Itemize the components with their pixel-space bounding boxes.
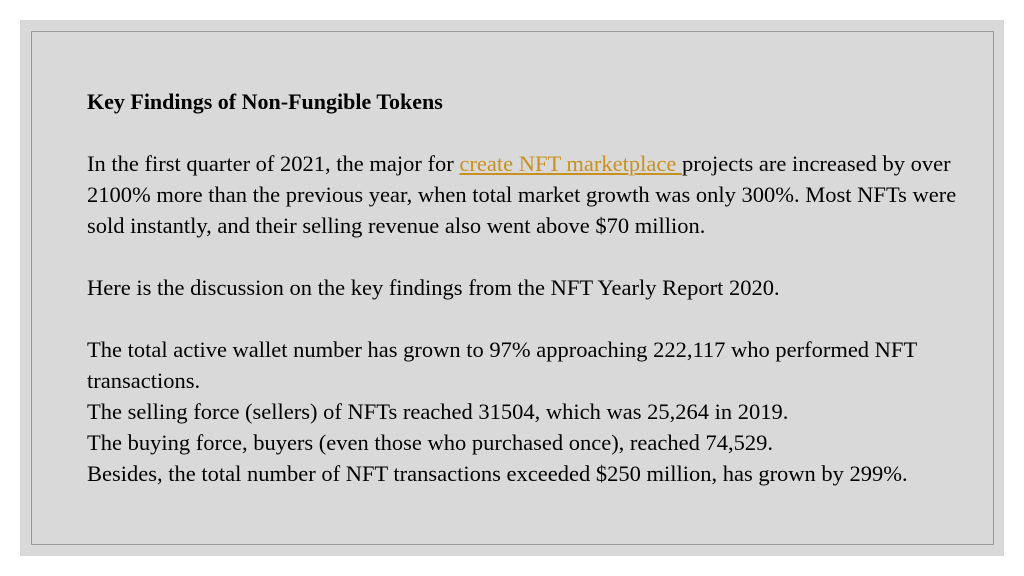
- finding-buyers: The buying force, buyers (even those who…: [87, 430, 773, 455]
- intro-text-before-link: In the first quarter of 2021, the major …: [87, 151, 460, 176]
- intro-text-after-link: projects are increased by over 2100% mor…: [87, 151, 957, 238]
- slide-title: Key Findings of Non-Fungible Tokens: [87, 89, 443, 114]
- slide: Key Findings of Non-Fungible Tokens In t…: [20, 20, 1004, 556]
- intro-paragraph: In the first quarter of 2021, the major …: [87, 148, 967, 241]
- finding-transactions: Besides, the total number of NFT transac…: [87, 461, 908, 486]
- finding-sellers: The selling force (sellers) of NFTs reac…: [87, 399, 789, 424]
- slide-frame: [31, 31, 994, 545]
- create-nft-marketplace-link[interactable]: create NFT marketplace: [459, 151, 682, 176]
- slide-content: Key Findings of Non-Fungible Tokens In t…: [87, 86, 967, 489]
- spacer: [87, 303, 967, 334]
- spacer: [87, 241, 967, 272]
- spacer: [87, 117, 967, 148]
- discussion-paragraph: Here is the discussion on the key findin…: [87, 275, 780, 300]
- finding-wallets: The total active wallet number has grown…: [87, 337, 917, 393]
